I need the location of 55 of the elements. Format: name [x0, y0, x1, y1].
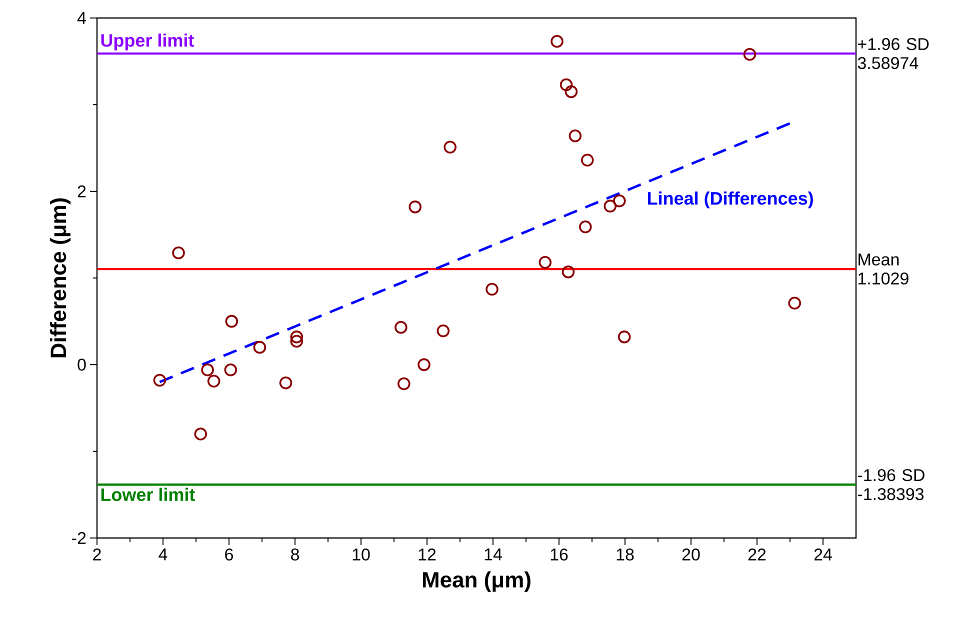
point: [290, 330, 304, 344]
point: [194, 428, 208, 440]
point: [394, 321, 408, 334]
series-label: Lineal (Differences): [648, 192, 813, 208]
x-tick-label: 12: [418, 548, 436, 560]
x-tick-label: 18: [616, 548, 634, 561]
point: [207, 374, 220, 388]
point: [538, 256, 552, 269]
point: [444, 140, 456, 154]
x-tick-label: 22: [748, 548, 766, 560]
point: [580, 154, 594, 167]
x-tick-label: 8: [291, 548, 299, 561]
annotation: Upper limit: [101, 34, 194, 50]
point: [201, 363, 214, 376]
point: [253, 340, 266, 354]
ref-line-label: -1.96 SD -1.38393: [858, 469, 924, 500]
point: [743, 48, 756, 61]
x-tick-label: 2: [93, 548, 101, 560]
point: [486, 282, 498, 296]
point: [604, 200, 617, 212]
point: [788, 296, 802, 310]
point: [225, 314, 238, 328]
point: [172, 246, 185, 260]
point: [618, 330, 631, 344]
point: [564, 85, 578, 98]
x-tick-label: 16: [550, 548, 568, 561]
x-tick-label: 14: [484, 548, 502, 560]
point: [612, 194, 626, 208]
point: [560, 78, 573, 92]
point: [398, 377, 410, 390]
x-tick-label: 24: [814, 548, 832, 560]
point: [579, 220, 592, 234]
annotation: Lower limit: [101, 488, 195, 502]
x-axis-title: Mean (μm): [422, 571, 530, 592]
y-tick-label: 4: [77, 12, 86, 24]
point: [279, 376, 292, 390]
y-tick-label: 0: [78, 358, 86, 371]
point: [418, 358, 430, 372]
x-tick-label: 20: [682, 548, 700, 561]
y-axis-title: Difference (μm): [50, 198, 71, 358]
x-tick-label: 4: [158, 548, 168, 560]
point: [408, 200, 422, 214]
ref-line-label: +1.96 SD 3.58974: [858, 38, 929, 70]
point: [568, 129, 582, 142]
y-tick-label: 2: [78, 185, 86, 198]
point: [224, 363, 238, 376]
point: [290, 334, 304, 348]
point: [562, 266, 575, 278]
ref-line-label: Mean 1.1029: [858, 254, 908, 285]
point: [436, 324, 450, 338]
x-tick-label: 10: [352, 548, 370, 561]
point: [153, 374, 166, 387]
y-tick-label: -2: [72, 532, 86, 544]
x-tick-label: 6: [225, 548, 233, 561]
point: [550, 35, 564, 48]
